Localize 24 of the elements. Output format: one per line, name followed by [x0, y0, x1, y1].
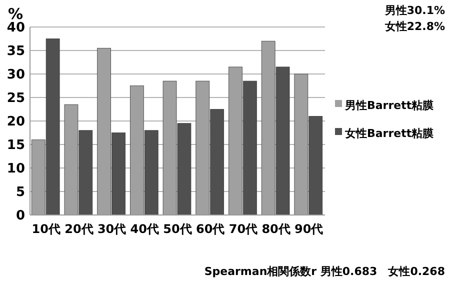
legend-label: 女性Barrett粘膜 [344, 126, 435, 140]
y-tick-label: 40 [6, 20, 25, 36]
y-axis-title: % [8, 5, 24, 23]
x-tick-label: 40代 [130, 222, 159, 236]
y-tick-label: 25 [6, 91, 25, 106]
x-tick-label: 50代 [163, 222, 192, 236]
x-tick-label: 30代 [97, 222, 126, 236]
legend-label: 男性Barrett粘膜 [344, 98, 435, 112]
y-tick-label: 10 [6, 162, 25, 177]
y-tick-label: 35 [6, 44, 25, 60]
x-tick-label: 10代 [32, 222, 60, 236]
x-tick-label: 60代 [196, 222, 225, 236]
x-tick-label: 20代 [64, 222, 94, 236]
text: Spearman相関係数r 男性0.683 女性0.268 [204, 265, 445, 278]
y-tick-label: 0 [16, 208, 25, 224]
x-tick-label: 90代 [294, 222, 324, 236]
y-tick-label: 5 [16, 185, 25, 200]
y-tick-label: 15 [6, 138, 25, 154]
x-tick-label: 70代 [228, 222, 258, 236]
y-tick-label: 30 [6, 68, 25, 83]
x-tick-label: 80代 [262, 222, 290, 236]
text: 男性30.1% [384, 4, 445, 17]
text: 女性22.8% [384, 20, 445, 33]
y-tick-label: 20 [6, 114, 25, 130]
